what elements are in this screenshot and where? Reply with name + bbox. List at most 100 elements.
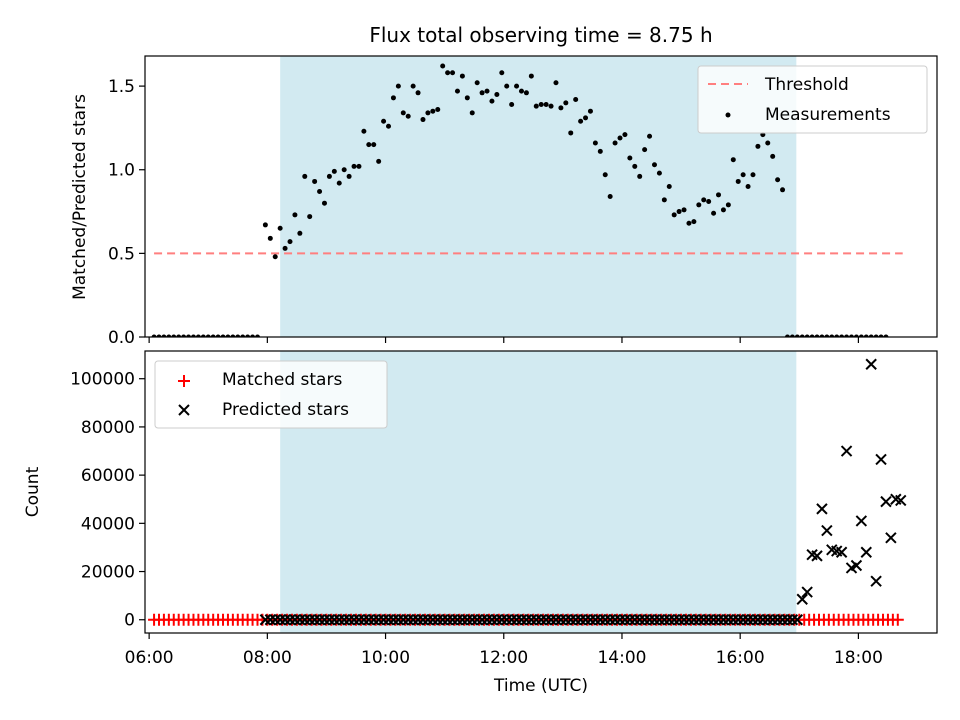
measurement-point [745,183,751,189]
measurement-point [400,110,406,116]
measurement-point [799,334,805,337]
predicted-star-point [550,614,562,626]
measurement-point [740,172,746,178]
measurement-point [235,334,241,337]
measurement-point [405,113,411,119]
predicted-star-point [486,614,498,626]
measurement-point [607,194,613,199]
measurement-point [292,212,298,218]
predicted-star-point [289,614,301,626]
predicted-star-point [392,614,405,626]
measurement-point [376,158,382,164]
predicted-star-point [565,614,577,626]
predicted-star-point [865,358,877,370]
measurement-point [420,117,426,123]
predicted-star-point [638,614,651,626]
predicted-star-point [446,614,459,626]
predicted-star-point [658,614,671,626]
predicted-star-point [382,614,395,626]
measurement-point [543,102,549,108]
measurement-point [450,70,456,76]
predicted-star-point [333,614,345,626]
measurement-point [893,0,898,3]
predicted-star-point [771,614,784,626]
measurement-point [195,334,201,337]
x-tick-label: 16:00 [716,648,765,668]
predicted-star-point [722,614,735,626]
bottom-y-tick-label: 100000 [70,370,135,390]
x-axis-label: Time (UTC) [493,676,588,696]
predicted-star-point [835,546,848,558]
measurement-point [765,140,771,146]
predicted-star-point [269,614,281,626]
measurement-point [809,334,815,337]
predicted-star-point [663,614,675,626]
measurement-point [666,183,672,189]
measurement-point [287,239,293,245]
predicted-stars-points [259,358,907,626]
measurement-point [317,188,323,194]
measurement-point [701,197,707,203]
top-legend: Threshold Measurements [697,65,928,134]
predicted-star-point [796,593,808,605]
measurement-point [656,170,662,176]
measurement-point [200,334,206,337]
predicted-star-point [569,614,582,626]
measurement-point [166,334,172,337]
measurement-point [592,140,598,146]
measurement-point [637,173,643,179]
measurement-point [454,88,460,94]
measurement-point [205,334,211,337]
measurement-point [410,83,416,89]
measurement-point [250,334,256,337]
predicted-star-point [604,614,616,626]
predicted-star-point [816,503,828,515]
predicted-star-point [752,614,764,626]
predicted-star-point [303,614,316,626]
measurement-point [819,334,825,337]
measurement-point [474,80,480,86]
predicted-star-point [609,614,621,626]
measurement-point [518,88,524,94]
predicted-star-point [855,515,868,527]
bottom-axes-frame [144,350,938,634]
measurement-point [523,90,529,96]
predicted-star-point [491,614,503,626]
predicted-star-point [299,614,311,626]
measurement-point [627,155,633,161]
predicted-star-point [323,614,336,626]
measurement-point [834,334,840,337]
predicted-star-point [757,614,769,626]
bottom-panel: 0 20000 40000 60000 80000 100000 06:00 08:00 10… [23,350,938,696]
measurement-point [844,334,850,337]
measurement-point [583,115,589,121]
measurements-legend-label: Measurements [765,105,891,125]
measurement-point [254,334,260,337]
measurement-point [504,83,510,89]
predicted-star-point [274,614,286,626]
top-y-tick-label: 1.0 [108,161,135,181]
measurement-point [696,202,702,208]
x-tick-label: 12:00 [479,648,528,668]
predicted-star-point [732,614,744,626]
measurement-point [321,200,327,206]
measurement-point [326,173,332,179]
predicted-star-point [372,614,385,626]
measurement-point [647,133,653,139]
predicted-star-point [259,614,272,626]
predicted-star-point [811,550,823,562]
predicted-star-point [363,614,375,626]
measurement-point [297,230,303,236]
measurement-point [597,148,603,154]
measurement-point [528,73,534,79]
bottom-y-ticks: 0 20000 40000 60000 80000 100000 [70,370,145,631]
measurement-point [691,219,697,225]
measurement-point [824,334,830,337]
measurement-point [171,334,177,337]
top-legend-box [697,65,928,134]
measurement-point [706,199,712,205]
predicted-star-point [584,614,597,626]
measurement-point [484,88,490,94]
predicted-star-point [702,614,715,626]
predicted-star-point [653,614,666,626]
